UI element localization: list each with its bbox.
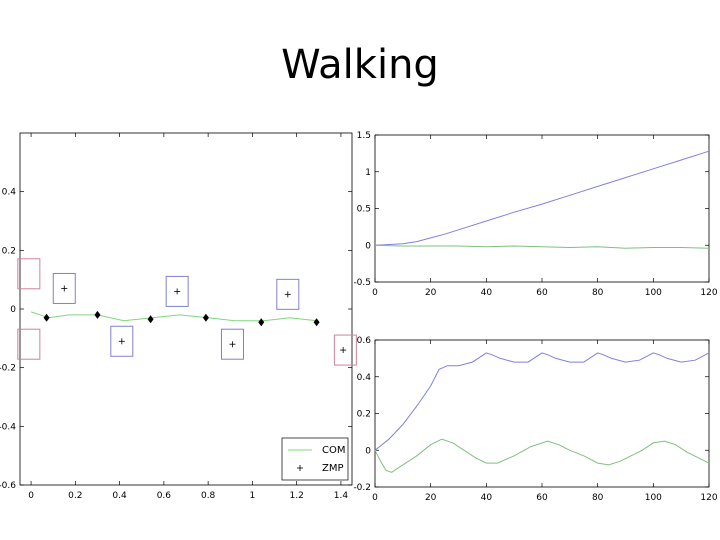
footprint-rect bbox=[17, 258, 41, 290]
footprint-rect bbox=[333, 334, 357, 366]
footprint-rect bbox=[52, 272, 76, 304]
zmp-point bbox=[61, 285, 68, 292]
top-right-ytick-label: 1 bbox=[365, 168, 371, 178]
top-right-series-line-1 bbox=[374, 150, 710, 246]
waypoint-marker bbox=[94, 310, 101, 319]
top-right-xtick-label: 120 bbox=[700, 288, 717, 298]
top-right-xtick-label: 80 bbox=[592, 288, 604, 298]
left-xtick-label: 0.2 bbox=[68, 491, 82, 501]
waypoint-marker bbox=[147, 315, 154, 324]
bottom-right-series-line-2 bbox=[374, 438, 710, 473]
left-ytick-label: 0.2 bbox=[2, 246, 16, 256]
zmp-point bbox=[284, 291, 291, 298]
top-right-xtick-label: 0 bbox=[372, 288, 378, 298]
top-right-xtick-label: 20 bbox=[425, 288, 437, 298]
waypoint-marker bbox=[313, 318, 320, 327]
bottom-right-xtick-label: 80 bbox=[592, 493, 604, 503]
footprint-rect bbox=[110, 325, 134, 357]
top-right-ytick-label: -0.5 bbox=[353, 278, 371, 288]
top-right-series-line-2 bbox=[374, 244, 710, 249]
left-xtick-label: 0 bbox=[28, 491, 34, 501]
bottom-right-xtick-label: 20 bbox=[425, 493, 437, 503]
left-xtick-label: 0.6 bbox=[157, 491, 172, 501]
bottom-right-xtick-label: 40 bbox=[481, 493, 493, 503]
bottom-right-xtick-label: 60 bbox=[536, 493, 548, 503]
bottom-right-ytick-label: 0.6 bbox=[357, 336, 372, 346]
com-trajectory-line bbox=[30, 311, 317, 322]
walking-footstep-plot: 0 0.2 0.4 0.6 0.8 1 1.2 1.4 -0.6 -0.4 -0.2 0 0.2 0.4 C… bbox=[0, 132, 357, 501]
waypoint-marker bbox=[202, 313, 209, 322]
top-right-xtick-label: 100 bbox=[645, 288, 662, 298]
bottom-right-xtick-label: 0 bbox=[372, 493, 378, 503]
legend-box bbox=[281, 437, 349, 481]
left-ytick-label: 0 bbox=[10, 305, 16, 315]
left-ytick-label: -0.4 bbox=[0, 422, 16, 432]
legend-zmp-swatch bbox=[297, 465, 303, 471]
left-xtick-label: 1 bbox=[250, 491, 256, 501]
waypoint-marker bbox=[43, 313, 50, 322]
bottom-right-ytick-label: 0 bbox=[365, 446, 371, 456]
footprint-rect bbox=[165, 275, 189, 307]
top-right-ytick-label: 0.5 bbox=[357, 205, 371, 215]
left-xtick-label: 1.2 bbox=[290, 491, 304, 501]
top-right-ytick-label: 1.5 bbox=[357, 131, 371, 141]
left-ytick-label: -0.6 bbox=[0, 481, 16, 491]
left-ytick-label: -0.2 bbox=[0, 364, 16, 374]
waypoint-marker bbox=[258, 318, 265, 327]
zmp-point bbox=[174, 288, 181, 295]
bottom-right-ytick-label: -0.2 bbox=[353, 483, 371, 493]
legend-com-label: COM bbox=[322, 445, 345, 456]
bottom-right-axes-frame bbox=[374, 339, 710, 488]
footprint-rect bbox=[220, 328, 244, 360]
zmp-point bbox=[118, 338, 125, 345]
left-xtick-label: 0.8 bbox=[201, 491, 216, 501]
top-right-xtick-label: 40 bbox=[481, 288, 493, 298]
bottom-right-ytick-label: 0.4 bbox=[357, 373, 372, 383]
bottom-right-series-line-1 bbox=[374, 352, 710, 451]
bottom-right-xtick-label: 120 bbox=[700, 493, 717, 503]
bottom-right-ytick-label: 0.2 bbox=[357, 410, 371, 420]
bottom-right-xtick-label: 100 bbox=[645, 493, 662, 503]
footprint-rect bbox=[276, 278, 300, 310]
zmp-point bbox=[229, 341, 236, 348]
zmp-point bbox=[340, 347, 347, 354]
footprint-rect bbox=[17, 328, 41, 360]
slide-title: Walking bbox=[281, 42, 439, 88]
left-xtick-label: 1.4 bbox=[334, 491, 349, 501]
legend-zmp-label: ZMP bbox=[322, 463, 344, 474]
legend: COM ZMP bbox=[281, 437, 349, 481]
left-ytick-label: 0.4 bbox=[2, 188, 17, 198]
top-right-ytick-label: 0 bbox=[365, 241, 371, 251]
left-xtick-label: 0.4 bbox=[112, 491, 127, 501]
top-right-xtick-label: 60 bbox=[536, 288, 548, 298]
